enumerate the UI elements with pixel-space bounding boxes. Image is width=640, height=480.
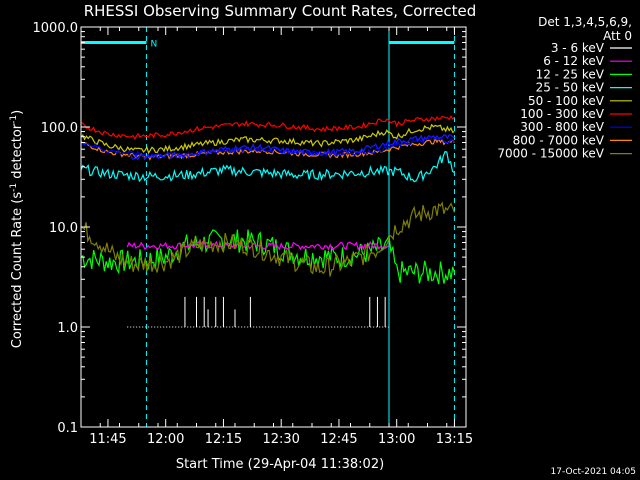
night-marker: N xyxy=(150,39,157,49)
legend-label: 12 - 25 keV xyxy=(536,67,605,81)
x-tick-label: 12:15 xyxy=(205,432,242,447)
x-axis: 11:45 12:00 12:15 12:30 12:45 13:00 13:15 xyxy=(80,27,473,447)
y-label-sup1: -1 xyxy=(9,183,19,192)
series-line xyxy=(126,240,390,251)
legend-label: 300 - 800 keV xyxy=(520,120,604,134)
legend-label: 3 - 6 keV xyxy=(551,41,605,55)
legend-label: 100 - 300 keV xyxy=(520,107,604,121)
y-label-end: ) xyxy=(10,110,25,115)
y-axis: 0.1 1.0 10.0 100.0 1000.0 xyxy=(33,21,466,436)
legend-header-2: Att 0 xyxy=(603,29,632,43)
series-line xyxy=(80,123,455,155)
x-tick-label: 12:45 xyxy=(320,432,357,447)
chart-title: RHESSI Observing Summary Count Rates, Co… xyxy=(84,2,477,20)
x-tick-label: 13:15 xyxy=(436,432,473,447)
series-line xyxy=(80,115,455,141)
legend-label: 800 - 7000 keV xyxy=(513,133,605,147)
timestamp: 17-Oct-2021 04:05 xyxy=(551,467,636,477)
legend-label: 50 - 100 keV xyxy=(528,94,605,108)
y-tick-label: 0.1 xyxy=(57,421,78,436)
series-line xyxy=(80,137,455,159)
series-line xyxy=(80,150,455,183)
x-tick-label: 13:00 xyxy=(378,432,415,447)
legend-label: 6 - 12 keV xyxy=(543,54,605,68)
y-axis-label: Corrected Count Rate (s-1 detector-1) xyxy=(9,110,25,348)
y-tick-label: 1.0 xyxy=(57,321,78,336)
y-label-sup2: -1 xyxy=(9,115,19,124)
x-axis-label: Start Time (29-Apr-04 11:38:02) xyxy=(176,457,384,472)
y-tick-label: 10.0 xyxy=(49,221,78,236)
legend-label: 25 - 50 keV xyxy=(536,81,605,95)
y-label-main: Corrected Count Rate (s xyxy=(10,192,25,349)
x-tick-label: 12:00 xyxy=(147,432,184,447)
series-line xyxy=(126,134,455,161)
y-tick-label: 100.0 xyxy=(41,121,78,136)
series-line xyxy=(80,201,455,277)
x-tick-label: 12:30 xyxy=(262,432,299,447)
y-label-mid: detector xyxy=(10,123,25,183)
legend-label: 7000 - 15000 keV xyxy=(497,147,604,161)
y-tick-label: 1000.0 xyxy=(33,21,79,36)
x-tick-label: 11:45 xyxy=(89,432,126,447)
legend-header-1: Det 1,3,4,5,6,9, xyxy=(538,15,632,29)
